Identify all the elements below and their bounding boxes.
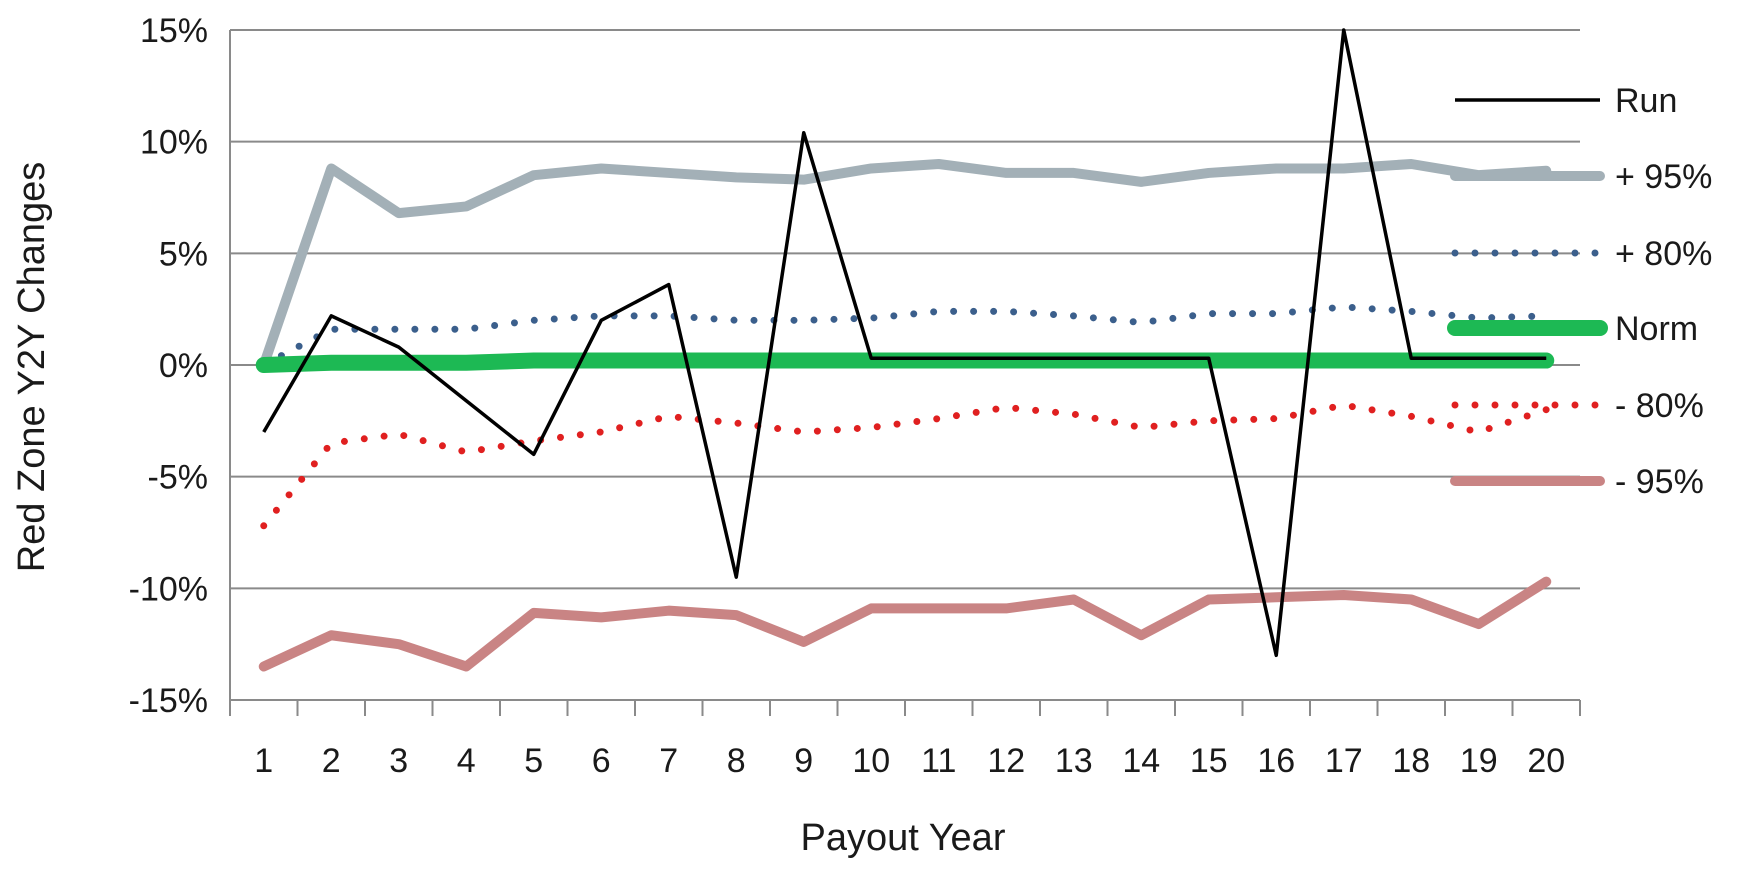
legend-label-norm: Norm — [1615, 310, 1698, 348]
x-tick-label: 18 — [1392, 742, 1430, 780]
series-line-95 — [258, 159, 1552, 370]
y-tick-label: -15% — [129, 682, 208, 720]
legend-label-run: Run — [1615, 82, 1677, 120]
series-layer — [255, 28, 1555, 672]
y-tick-label: 0% — [159, 347, 208, 385]
series-line-run — [262, 28, 1547, 658]
legend-label-95: - 95% — [1615, 463, 1704, 501]
y-tick-label: -10% — [129, 570, 208, 608]
x-tick-label: 19 — [1460, 742, 1498, 780]
series-line-80 — [260, 401, 1550, 530]
x-tick-label: 12 — [987, 742, 1025, 780]
x-tick-label: 13 — [1055, 742, 1093, 780]
x-tick-label: 14 — [1122, 742, 1160, 780]
x-tick-label: 8 — [727, 742, 746, 780]
series-line-norm — [255, 352, 1555, 373]
x-tick-label: 4 — [457, 742, 476, 780]
x-tick-label: 5 — [524, 742, 543, 780]
y-tick-label: 5% — [159, 235, 208, 273]
series-line-80 — [260, 303, 1550, 369]
x-tick-label: 16 — [1257, 742, 1295, 780]
legend: Run + 95% + 80% Norm - 80% - 95% — [1447, 82, 1712, 501]
x-tick-label: 11 — [921, 742, 956, 780]
y-axis-title: Red Zone Y2Y Changes — [11, 162, 53, 573]
x-tick-label: 20 — [1527, 742, 1565, 780]
x-tick-label: 1 — [254, 742, 273, 780]
x-tick-label: 6 — [592, 742, 611, 780]
x-tick-label: 17 — [1325, 742, 1363, 780]
legend-label-80: + 80% — [1615, 235, 1712, 273]
y-tick-label: -5% — [148, 459, 208, 497]
x-tick-label: 3 — [389, 742, 408, 780]
x-tick-label: 7 — [659, 742, 678, 780]
series-line-95 — [258, 576, 1552, 672]
x-tick-label: 15 — [1190, 742, 1228, 780]
x-axis-title: Payout Year — [801, 817, 1006, 859]
legend-label-80: - 80% — [1615, 387, 1704, 425]
y-tick-label: 15% — [140, 12, 208, 50]
x-tick-label: 9 — [794, 742, 813, 780]
axis-layer: 15%10%5%0%-5%-10%-15%1 2 3 4 5 6 7 8 9 10 11 12 13 14… — [129, 12, 1581, 780]
x-tick-label: 2 — [322, 742, 341, 780]
y-tick-label: 10% — [140, 124, 208, 162]
legend-label-95: + 95% — [1615, 158, 1712, 196]
x-tick-label: 10 — [852, 742, 890, 780]
